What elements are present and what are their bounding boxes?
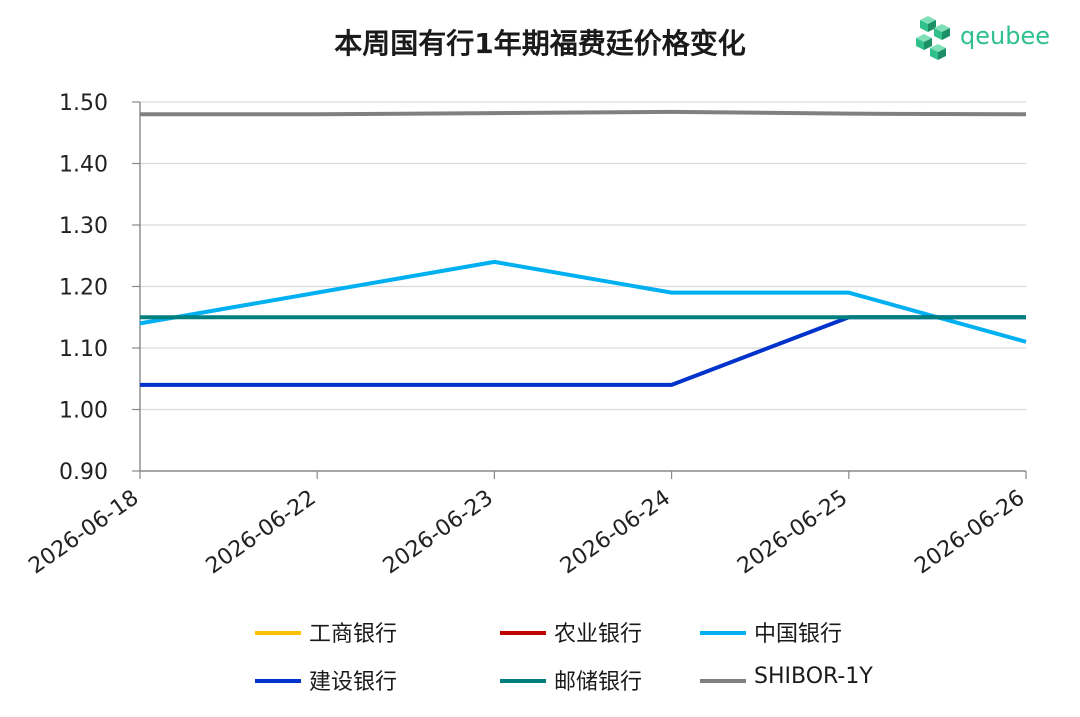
x-tick-labels: 2026-06-18 2026-06-22 2026-06-23 2026-06-24…	[24, 485, 1029, 579]
x-tick-label: 2026-06-23	[379, 485, 498, 579]
x-tick-label: 2026-06-24	[556, 485, 675, 579]
series-line	[140, 109, 1027, 117]
axes	[132, 101, 1027, 479]
y-tick-label: 1.40	[59, 153, 108, 178]
x-tick-label: 2026-06-18	[24, 485, 143, 579]
legend-swatch	[500, 631, 546, 635]
legend-label: 建设银行	[309, 670, 398, 695]
legend-swatch	[255, 679, 301, 683]
y-tick-label: 1.00	[59, 399, 108, 424]
y-tick-label: 1.10	[59, 337, 108, 362]
legend-swatch	[700, 631, 746, 635]
y-tick-label: 0.90	[59, 460, 108, 485]
x-tick-label: 2026-06-26	[910, 485, 1029, 579]
legend-label: SHIBOR-1Y	[754, 664, 873, 689]
gridlines	[140, 101, 1026, 411]
qeubee-logo: qeubee	[914, 14, 1054, 64]
cube-cluster-icon	[916, 16, 950, 60]
y-tick-label: 1.30	[59, 214, 108, 239]
legend-label: 工商银行	[309, 622, 398, 647]
legend-swatch	[700, 679, 746, 683]
y-tick-label: 1.50	[59, 91, 108, 116]
x-tick-label: 2026-06-25	[733, 485, 852, 579]
legend-swatch	[255, 631, 301, 635]
logo-text: qeubee	[960, 22, 1050, 50]
legend-label: 中国银行	[754, 622, 843, 647]
x-tick-label: 2026-06-22	[202, 485, 321, 579]
chart-title: 本周国有行1年期福费廷价格变化	[334, 27, 746, 60]
legend-label: 邮储银行	[554, 670, 643, 695]
legend-label: 农业银行	[554, 622, 643, 647]
series-lines	[139, 109, 1027, 387]
legend-swatch	[500, 679, 546, 683]
y-tick-labels: 0.90 1.00 1.10 1.20 1.30 1.40 1.50	[59, 91, 108, 485]
series-line	[140, 315, 1026, 387]
series-line	[139, 259, 1027, 344]
y-tick-label: 1.20	[59, 276, 108, 301]
